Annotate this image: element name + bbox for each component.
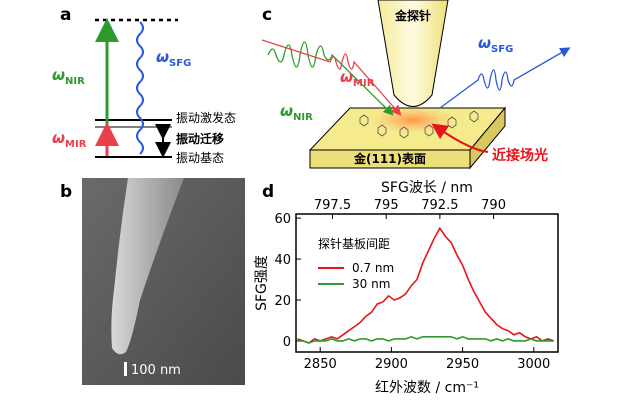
omega-sfg: ωSFG xyxy=(478,34,513,55)
series-line xyxy=(297,226,554,344)
near-field-arrow xyxy=(431,123,489,153)
omega-sfg: ωSFG xyxy=(156,48,191,69)
y-tick-label: 40 xyxy=(274,253,291,268)
panel-label: b xyxy=(60,182,72,202)
x2-tick-label: 795 xyxy=(374,198,399,213)
omega-mir: ωMIR xyxy=(340,68,375,89)
mir-beam xyxy=(261,39,402,116)
near-field-glow xyxy=(371,107,455,133)
x2-tick-label: 790 xyxy=(481,198,506,213)
surface-label: 金(111)表面 xyxy=(353,151,426,166)
nir-beam xyxy=(267,41,394,116)
sem-tip xyxy=(111,178,184,355)
omega-nir: ωNIR xyxy=(280,102,313,123)
gold-surface-side xyxy=(469,106,506,170)
chart: 0 20 40 60 2850 2900 2950 3000 797.5 795 792.5 790 红… xyxy=(254,180,559,396)
y-tick-label: 60 xyxy=(274,212,291,227)
transition: 振动迁移 xyxy=(176,131,224,146)
scale-bar-label: 100 nm xyxy=(131,363,181,378)
x-tick-label: 2950 xyxy=(446,357,479,372)
panel-a: a ωNIR ωSFG ωMIR 振动激发态 振动迁移 振动基态 xyxy=(52,5,236,165)
excited-state: 振动激发态 xyxy=(176,110,236,125)
gold-tip xyxy=(377,0,449,107)
sfg-beam xyxy=(439,47,571,109)
tip-label: 金探针 xyxy=(394,8,431,23)
ground-state: 振动基态 xyxy=(176,151,224,165)
x2-tick-label: 792.5 xyxy=(421,198,458,213)
x-tick-label: 2850 xyxy=(304,357,337,372)
x-axis-label: 红外波数 / cm⁻¹ xyxy=(375,380,479,396)
y-axis-label: SFG强度 xyxy=(254,255,270,311)
legend-title: 探针基板间距 xyxy=(318,236,390,251)
panel-label: c xyxy=(262,5,272,25)
y-tick-label: 20 xyxy=(274,294,291,309)
panel-b: b 100 nm xyxy=(60,178,245,385)
scale-bar xyxy=(124,362,127,376)
x2-tick-label: 797.5 xyxy=(314,198,351,213)
sfg-wave xyxy=(136,21,144,155)
x-tick-label: 3000 xyxy=(517,357,550,372)
plot-frame xyxy=(295,213,559,353)
panel-label: d xyxy=(262,182,274,202)
panel-label: a xyxy=(60,5,71,25)
x-tick-label: 2900 xyxy=(375,357,408,372)
y-tick-label: 0 xyxy=(283,335,291,350)
near-field-label: 近接场光 xyxy=(492,147,548,164)
series-line xyxy=(297,335,554,344)
legend-label: 30 nm xyxy=(352,277,390,291)
legend-label: 0.7 nm xyxy=(352,261,394,275)
x2-axis-label: SFG波长 / nm xyxy=(381,180,473,196)
panel-c: c 金探针 金(111)表面 ωSFG ωMIR ωNIR 近接场光 xyxy=(261,0,571,170)
omega-mir: ωMIR xyxy=(52,129,87,150)
omega-nir: ωNIR xyxy=(52,66,85,87)
